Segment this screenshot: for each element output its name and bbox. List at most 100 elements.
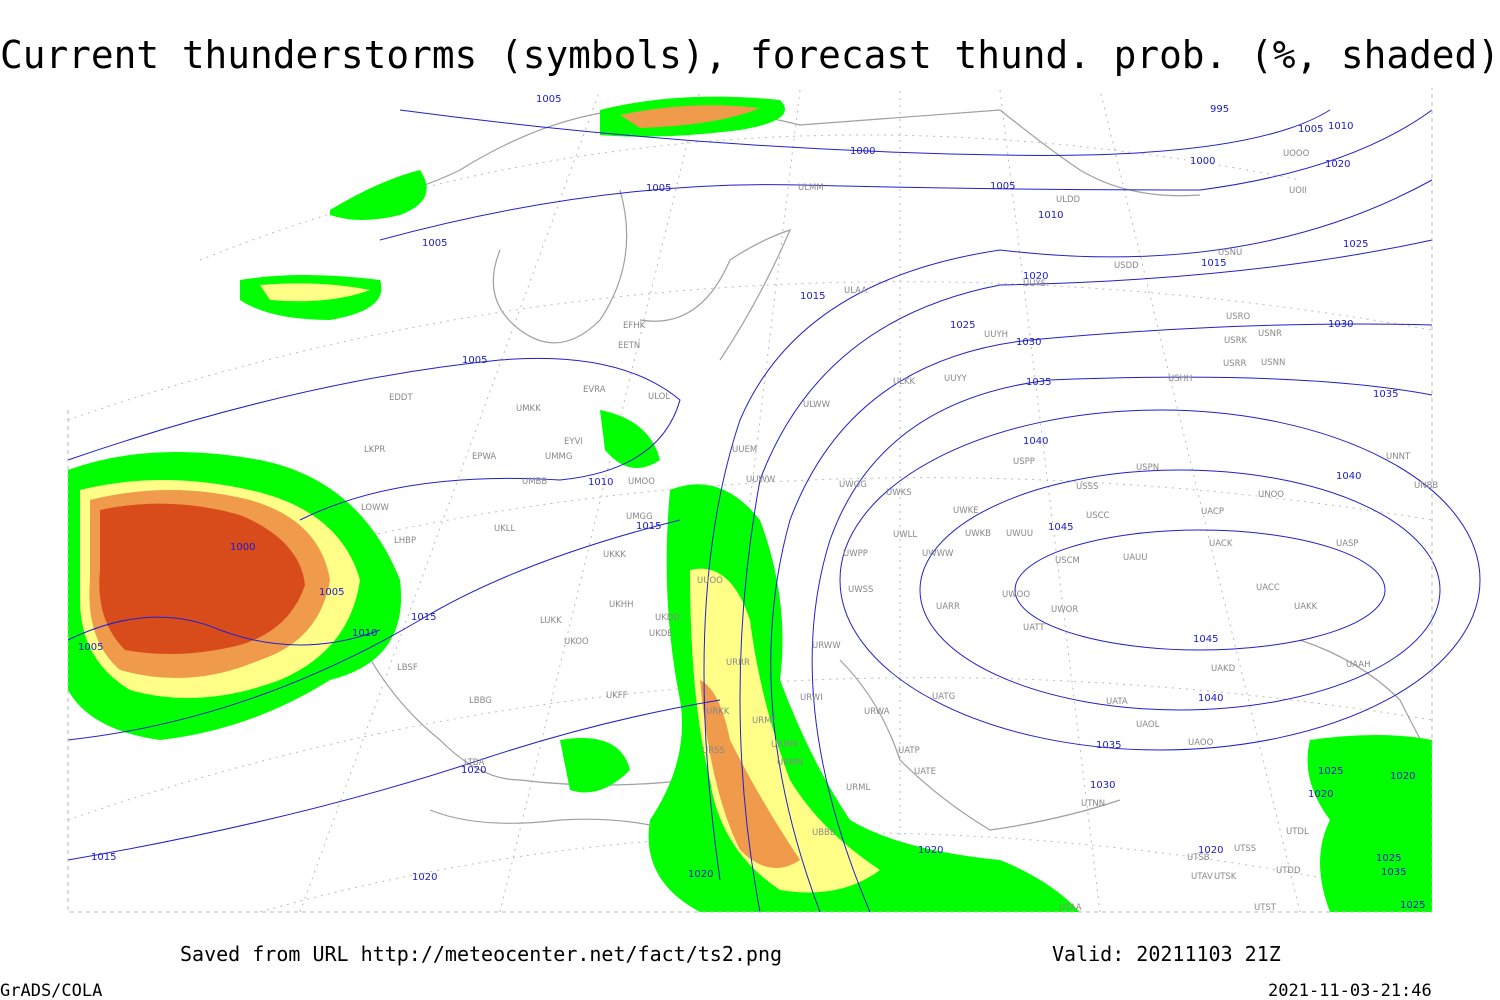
software: GrADS/COLA	[0, 981, 102, 1000]
station-label: EPWA	[472, 452, 496, 462]
station-label: UATT	[1023, 623, 1045, 633]
station-label: UKOO	[564, 637, 589, 647]
isobar-label: 1000	[850, 146, 875, 157]
isobar-label: 1005	[462, 355, 487, 366]
station-label: EFHK	[623, 321, 646, 331]
isobar-label: 1020	[1390, 771, 1415, 782]
isobar-label: 995	[1210, 104, 1229, 115]
station-label: LBSF	[397, 663, 418, 673]
station-label: UAOO	[1188, 738, 1214, 748]
station-label: UWOR	[1051, 605, 1078, 615]
station-label: USNN	[1261, 358, 1285, 368]
station-label: URRR	[726, 658, 750, 668]
station-label: ULDD	[1056, 195, 1081, 205]
station-label: USCM	[1055, 556, 1080, 566]
station-label: UTST	[1254, 903, 1277, 913]
station-label: ULWW	[803, 400, 831, 410]
station-label: UOII	[1289, 186, 1307, 196]
isobar-label: 1040	[1023, 436, 1048, 447]
station-label: UTDL	[1286, 827, 1309, 837]
isobar-label: 1045	[1193, 634, 1218, 645]
isobar-label: 1000	[230, 542, 255, 553]
station-label: EDDT	[389, 393, 413, 403]
station-label: UTSB	[1187, 853, 1210, 863]
station-label: UWUU	[1006, 529, 1033, 539]
isobar-label: 1005	[319, 587, 344, 598]
station-label: UAOL	[1136, 720, 1160, 730]
station-label: USNR	[1258, 329, 1282, 339]
station-label: UWLL	[893, 530, 917, 540]
station-label: UUYS	[1023, 279, 1046, 289]
isobar-label: 1015	[636, 521, 661, 532]
isobar-label: 1020	[461, 765, 486, 776]
station-label: UUWW	[746, 475, 776, 485]
isobar-label: 1005	[422, 238, 447, 249]
station-label: UKFF	[606, 691, 628, 701]
isobar-label: 1005	[536, 94, 561, 105]
isobar-label: 1005	[1298, 124, 1323, 135]
station-label: UTAA	[1059, 903, 1082, 913]
station-label: UACP	[1201, 507, 1224, 517]
isobar-label: 1040	[1198, 693, 1223, 704]
station-label: ULAA	[844, 286, 867, 296]
station-label: UATG	[932, 692, 955, 702]
station-label: USCC	[1086, 511, 1110, 521]
station-label: ULKK	[893, 377, 916, 387]
station-label: UUEM	[732, 445, 757, 455]
station-label: LHBP	[394, 536, 416, 546]
station-label: UUYH	[984, 330, 1008, 340]
station-label: URMM	[771, 740, 798, 750]
isobar-label: 1015	[411, 612, 436, 623]
station-label: URSS	[702, 746, 725, 756]
isobar-label: 1030	[1090, 780, 1115, 791]
station-label: LBBG	[469, 696, 492, 706]
station-label: UMBB	[522, 477, 547, 487]
station-label: ULMM	[798, 183, 824, 193]
station-label: UMKK	[516, 404, 541, 414]
station-label: UNOO	[1258, 490, 1284, 500]
station-label: UMGG	[626, 512, 653, 522]
station-label: USRR	[1223, 359, 1247, 369]
station-label: UTSS	[1234, 844, 1256, 854]
station-label: ULOL	[648, 392, 670, 402]
station-label: UWWW	[922, 549, 954, 559]
station-label: LKPR	[364, 445, 385, 455]
saved-url: Saved from URL http://meteocenter.net/fa…	[180, 942, 782, 966]
title: Current thunderstorms (symbols), forecas…	[0, 33, 1500, 77]
station-label: UKKK	[603, 550, 626, 560]
station-label: URKK	[706, 707, 730, 717]
station-label: USHH	[1168, 374, 1192, 384]
station-label: UTSK	[1214, 872, 1237, 882]
station-label: UMMG	[545, 452, 572, 462]
station-label: URML	[846, 783, 870, 793]
isobar-label: 1020	[1325, 159, 1350, 170]
isobar-label: 1025	[1318, 766, 1343, 777]
station-label: USSS	[1076, 482, 1098, 492]
station-label: LTBA	[464, 758, 485, 768]
isobar-label: 1005	[646, 183, 671, 194]
isobar-label: 1020	[918, 845, 943, 856]
station-label: UWPP	[843, 549, 868, 559]
isobar-label: 1035	[1096, 740, 1121, 751]
station-label: USRO	[1226, 312, 1251, 322]
station-label: UWKS	[886, 488, 912, 498]
station-label: UWOO	[1002, 590, 1030, 600]
station-label: UNNT	[1386, 452, 1411, 462]
station-label: UWGG	[839, 480, 867, 490]
isobar-label: 1025	[1400, 900, 1425, 911]
station-label: UAKD	[1211, 664, 1236, 674]
station-label: UUOO	[697, 576, 723, 586]
station-label: UBBB	[812, 828, 836, 838]
station-label: EYVI	[564, 437, 583, 447]
station-label: UARR	[936, 602, 960, 612]
isobar-label: 1035	[1381, 867, 1406, 878]
station-label: UATA	[1106, 697, 1128, 707]
station-labels: ULMM ULDD USDD USNU UOOO UOII ULAA UUYS USRO USRK…	[361, 149, 1438, 913]
station-label: UWKB	[965, 529, 991, 539]
map: ULMM ULDD USDD USNU UOOO UOII ULAA UUYS USRO USRK…	[67, 88, 1481, 913]
station-label: UATP	[898, 746, 920, 756]
isobar-label: 1030	[1016, 337, 1041, 348]
station-label: USRK	[1224, 336, 1248, 346]
isobar-label: 1005	[990, 181, 1015, 192]
station-label: UASP	[1336, 539, 1359, 549]
